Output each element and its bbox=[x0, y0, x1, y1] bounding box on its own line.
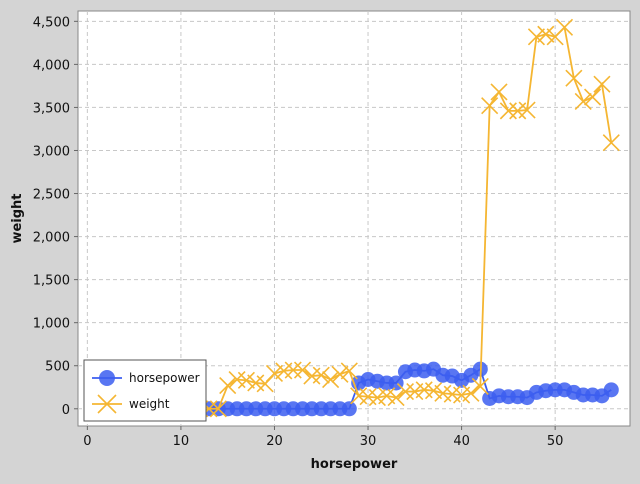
data-point bbox=[209, 400, 227, 418]
y-tick-label: 2,000 bbox=[33, 231, 70, 246]
data-point bbox=[387, 389, 405, 407]
data-point bbox=[341, 401, 357, 417]
y-tick-label: 3,000 bbox=[33, 144, 70, 159]
legend-marker bbox=[97, 394, 117, 414]
data-point bbox=[293, 361, 312, 379]
data-point bbox=[340, 362, 358, 380]
data-point bbox=[602, 134, 620, 152]
data-point bbox=[499, 102, 517, 120]
data-point bbox=[331, 365, 349, 383]
data-point bbox=[312, 366, 330, 384]
data-point bbox=[322, 370, 340, 389]
data-point bbox=[565, 69, 583, 87]
x-tick-label: 50 bbox=[547, 434, 564, 449]
axes: 0 10 20 30 40 5005001,0001,5002,0002,5003,000… bbox=[33, 15, 564, 449]
y-tick-label: 2,500 bbox=[33, 188, 70, 203]
data-point bbox=[284, 361, 302, 379]
data-point bbox=[462, 384, 480, 402]
y-tick-label: 500 bbox=[45, 360, 70, 375]
data-point bbox=[265, 364, 284, 383]
data-point bbox=[424, 382, 443, 400]
series-weight bbox=[191, 18, 620, 418]
y-tick-label: 1,000 bbox=[33, 317, 70, 332]
legend-marker bbox=[99, 370, 115, 386]
x-tick-label: 20 bbox=[266, 434, 283, 449]
data-point bbox=[574, 92, 592, 110]
legend-item-weight: weight bbox=[92, 394, 170, 414]
legend-label: horsepower bbox=[129, 371, 200, 385]
legend-label: weight bbox=[129, 397, 170, 411]
legend-box bbox=[83, 359, 207, 422]
grid bbox=[78, 11, 630, 426]
data-point bbox=[490, 83, 508, 101]
data-point bbox=[237, 371, 255, 389]
y-tick-label: 1,500 bbox=[33, 274, 70, 289]
data-point bbox=[471, 377, 489, 395]
y-tick-label: 0 bbox=[62, 403, 70, 418]
y-axis-title: weight bbox=[10, 193, 25, 243]
x-tick-label: 30 bbox=[360, 434, 377, 449]
data-point bbox=[584, 88, 602, 106]
x-tick-label: 0 bbox=[83, 434, 91, 449]
plot-area bbox=[77, 10, 631, 427]
legend-item-horsepower: horsepower bbox=[92, 370, 200, 386]
data-point bbox=[219, 376, 237, 395]
series-layer bbox=[191, 18, 620, 418]
y-tick-label: 3,500 bbox=[33, 101, 70, 116]
y-tick-label: 4,000 bbox=[33, 58, 70, 73]
data-point bbox=[481, 97, 499, 115]
data-point bbox=[555, 18, 574, 36]
legend: horsepower weight bbox=[83, 359, 207, 422]
x-axis-title: horsepower bbox=[311, 457, 398, 472]
data-point bbox=[603, 382, 619, 398]
y-tick-label: 4,500 bbox=[33, 15, 70, 30]
data-point bbox=[527, 28, 546, 46]
data-point bbox=[593, 75, 611, 93]
x-tick-label: 10 bbox=[173, 434, 190, 449]
data-point bbox=[396, 382, 415, 401]
data-point bbox=[518, 101, 536, 119]
data-point bbox=[537, 25, 555, 43]
x-tick-label: 40 bbox=[453, 434, 470, 449]
